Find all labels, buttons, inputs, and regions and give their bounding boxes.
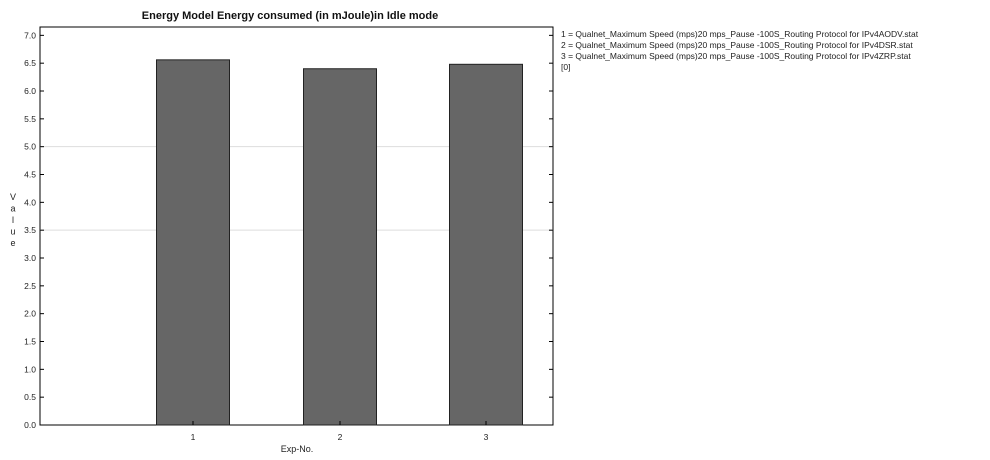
x-tick-label: 1	[191, 432, 196, 442]
y-tick-label: 4.0	[24, 197, 36, 207]
y-axis-ticks: 0.0 0.5 1.0 1.5 2.0 2.5 3.0 3.5 4.0 4.5 5.0 5.5 6.0 6…	[24, 30, 553, 430]
y-tick-label: 6.0	[24, 86, 36, 96]
x-axis-ticks: 1 2 3	[191, 421, 489, 442]
legend-entry: [0]	[561, 62, 570, 72]
y-tick-label: 3.0	[24, 253, 36, 263]
y-axis-label-letter: l	[12, 215, 14, 225]
x-tick-label: 3	[484, 432, 489, 442]
bars	[156, 59, 523, 426]
y-tick-label: 6.5	[24, 58, 36, 68]
chart-title: Energy Model Energy consumed (in mJoule)…	[142, 10, 438, 22]
y-tick-label: 7.0	[24, 30, 36, 40]
y-tick-label: 5.0	[24, 142, 36, 152]
y-tick-label: 5.5	[24, 114, 36, 124]
bar-3	[449, 63, 523, 426]
y-tick-label: 2.5	[24, 281, 36, 291]
x-tick-label: 2	[338, 432, 343, 442]
y-tick-label: 1.0	[24, 364, 36, 374]
y-tick-label: 4.5	[24, 170, 36, 180]
bar-1	[156, 59, 230, 426]
y-axis-label-letter: e	[10, 238, 15, 248]
legend-entry: 2 = Qualnet_Maximum Speed (mps)20 mps_Pa…	[561, 40, 913, 50]
y-tick-label: 0.0	[24, 420, 36, 430]
y-axis-label-letter: V	[10, 192, 16, 202]
legend-entry: 1 = Qualnet_Maximum Speed (mps)20 mps_Pa…	[561, 29, 919, 39]
legend: 1 = Qualnet_Maximum Speed (mps)20 mps_Pa…	[561, 29, 919, 72]
x-axis-label: Exp-No.	[281, 444, 314, 454]
y-tick-label: 0.5	[24, 392, 36, 402]
legend-entry: 3 = Qualnet_Maximum Speed (mps)20 mps_Pa…	[561, 51, 911, 61]
y-axis-label-letter: u	[10, 227, 15, 237]
y-axis-label-letter: a	[10, 204, 15, 214]
y-tick-label: 1.5	[24, 337, 36, 347]
y-tick-label: 2.0	[24, 309, 36, 319]
bar-2	[303, 68, 377, 426]
y-tick-label: 3.5	[24, 225, 36, 235]
